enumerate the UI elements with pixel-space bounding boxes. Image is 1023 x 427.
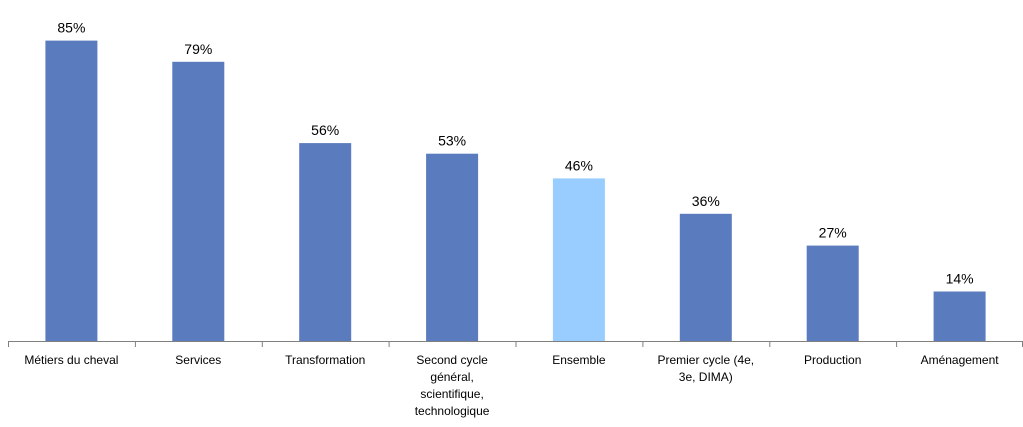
category-label-0: Métiers du cheval — [24, 353, 118, 367]
bar-5 — [679, 213, 732, 341]
category-label-5: Premier cycle (4e, 3e, DIMA) — [657, 353, 754, 384]
value-label-0: 85% — [57, 20, 85, 36]
value-labels-group: 85% 79% 56% 53% 46% 36% 27% 14% — [57, 20, 973, 287]
bar-1 — [172, 61, 225, 342]
bar-6 — [806, 245, 859, 341]
value-label-7: 14% — [946, 271, 974, 287]
bar-7 — [933, 291, 986, 341]
category-label-3: Second cycle général, scientifique, technol… — [415, 353, 490, 418]
x-axis — [8, 341, 1023, 347]
category-labels-group: Métiers du cheval Services Transformation S… — [24, 353, 999, 418]
category-label-6: Production — [804, 353, 861, 367]
value-label-4: 46% — [565, 157, 593, 173]
bar-0 — [45, 40, 98, 341]
bar-4 — [552, 178, 605, 341]
value-label-5: 36% — [692, 193, 720, 209]
bars-group — [45, 40, 986, 342]
value-label-2: 56% — [311, 122, 339, 138]
value-label-3: 53% — [438, 133, 466, 149]
category-label-2: Transformation — [285, 353, 365, 367]
category-label-1: Services — [175, 353, 221, 367]
value-label-6: 27% — [819, 225, 847, 241]
category-label-7: Aménagement — [921, 353, 1000, 367]
value-label-1: 79% — [184, 41, 212, 57]
bar-3 — [426, 153, 479, 341]
bar-2 — [299, 143, 352, 341]
category-label-4: Ensemble — [552, 353, 606, 367]
